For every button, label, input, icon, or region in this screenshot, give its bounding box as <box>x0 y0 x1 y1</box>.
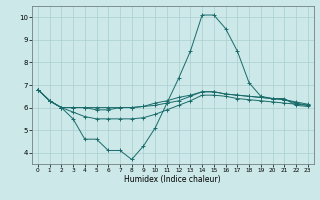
X-axis label: Humidex (Indice chaleur): Humidex (Indice chaleur) <box>124 175 221 184</box>
